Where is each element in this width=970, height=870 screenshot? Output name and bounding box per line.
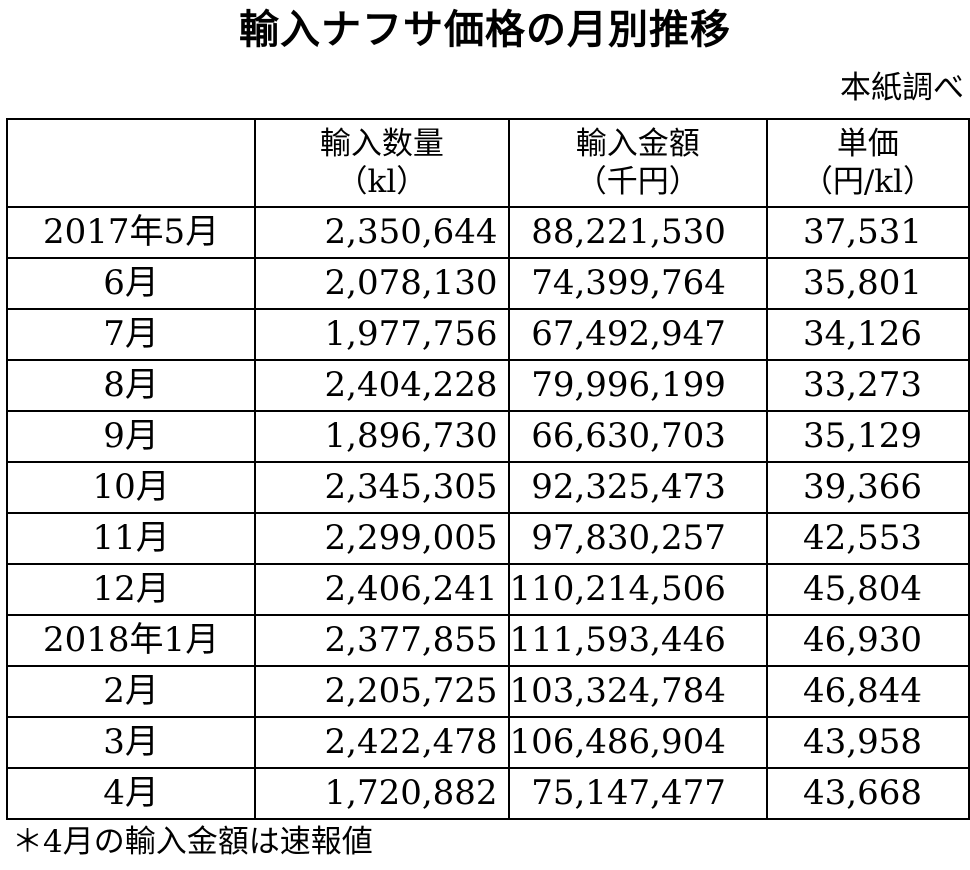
month-cell: 11月 — [5, 512, 257, 565]
amount-cell: 74,399,764 — [507, 257, 768, 310]
table-body: 2017年5月 2,350,644 88,221,530 37,531 6月 2,078,… — [5, 206, 970, 820]
price-cell: 37,531 — [765, 206, 970, 259]
amount-cell: 111,593,446 — [507, 614, 768, 667]
price-cell: 33,273 — [765, 359, 970, 412]
table-row: 2月 2,205,725 103,324,784 46,844 — [5, 665, 970, 718]
month-cell: 4月 — [5, 767, 257, 820]
quantity-cell: 2,205,725 — [254, 665, 510, 718]
quantity-cell: 2,299,005 — [254, 512, 510, 565]
amount-cell: 79,996,199 — [507, 359, 768, 412]
price-cell: 43,668 — [765, 767, 970, 820]
price-cell: 45,804 — [765, 563, 970, 616]
month-cell: 8月 — [5, 359, 257, 412]
month-cell: 2017年5月 — [5, 206, 257, 259]
amount-cell: 103,324,784 — [507, 665, 768, 718]
price-cell: 42,553 — [765, 512, 970, 565]
quantity-cell: 2,422,478 — [254, 716, 510, 769]
quantity-cell: 1,977,756 — [254, 308, 510, 361]
table-row: 11月 2,299,005 97,830,257 42,553 — [5, 512, 970, 565]
quantity-cell: 2,350,644 — [254, 206, 510, 259]
header-quantity: 輸入数量 （kl） — [254, 118, 510, 208]
table-row: 6月 2,078,130 74,399,764 35,801 — [5, 257, 970, 310]
table-row: 4月 1,720,882 75,147,477 43,668 — [5, 767, 970, 820]
amount-cell: 75,147,477 — [507, 767, 768, 820]
amount-cell: 88,221,530 — [507, 206, 768, 259]
month-cell: 10月 — [5, 461, 257, 514]
page-title: 輸入ナフサ価格の月別推移 — [239, 7, 731, 53]
quantity-cell: 2,078,130 — [254, 257, 510, 310]
amount-cell: 92,325,473 — [507, 461, 768, 514]
naphtha-price-table: 輸入数量 （kl） 輸入金額 （千円） 単価 （円/kl） 2017年5月 2,3… — [5, 118, 970, 820]
header-quantity-unit: （kl） — [336, 164, 428, 200]
price-cell: 35,129 — [765, 410, 970, 463]
header-price-unit: （円/kl） — [801, 164, 934, 200]
table-row: 2017年5月 2,350,644 88,221,530 37,531 — [5, 206, 970, 259]
footnote: ＊4月の輸入金額は速報値 — [12, 824, 373, 860]
quantity-cell: 2,406,241 — [254, 563, 510, 616]
table-header: 輸入数量 （kl） 輸入金額 （千円） 単価 （円/kl） — [5, 118, 970, 208]
month-cell: 2月 — [5, 665, 257, 718]
quantity-cell: 2,377,855 — [254, 614, 510, 667]
source-note: 本紙調べ — [840, 70, 964, 106]
month-cell: 12月 — [5, 563, 257, 616]
price-cell: 39,366 — [765, 461, 970, 514]
month-cell: 3月 — [5, 716, 257, 769]
month-cell: 6月 — [5, 257, 257, 310]
price-cell: 35,801 — [765, 257, 970, 310]
header-row: 輸入数量 （kl） 輸入金額 （千円） 単価 （円/kl） — [5, 118, 970, 208]
table-row: 2018年1月 2,377,855 111,593,446 46,930 — [5, 614, 970, 667]
header-price-label: 単価 — [836, 126, 899, 162]
amount-cell: 66,630,703 — [507, 410, 768, 463]
month-cell: 7月 — [5, 308, 257, 361]
header-amount-label: 輸入金額 — [575, 126, 700, 162]
amount-cell: 97,830,257 — [507, 512, 768, 565]
header-corner-cell — [5, 118, 257, 208]
quantity-cell: 2,404,228 — [254, 359, 510, 412]
price-cell: 46,844 — [765, 665, 970, 718]
amount-cell: 110,214,506 — [507, 563, 768, 616]
quantity-cell: 2,345,305 — [254, 461, 510, 514]
header-amount: 輸入金額 （千円） — [507, 118, 768, 208]
price-cell: 34,126 — [765, 308, 970, 361]
amount-cell: 106,486,904 — [507, 716, 768, 769]
table-row: 7月 1,977,756 67,492,947 34,126 — [5, 308, 970, 361]
month-cell: 9月 — [5, 410, 257, 463]
quantity-cell: 1,896,730 — [254, 410, 510, 463]
price-cell: 43,958 — [765, 716, 970, 769]
amount-cell: 67,492,947 — [507, 308, 768, 361]
table-row: 3月 2,422,478 106,486,904 43,958 — [5, 716, 970, 769]
price-cell: 46,930 — [765, 614, 970, 667]
header-quantity-label: 輸入数量 — [319, 126, 444, 162]
table-row: 10月 2,345,305 92,325,473 39,366 — [5, 461, 970, 514]
month-cell: 2018年1月 — [5, 614, 257, 667]
table-row: 9月 1,896,730 66,630,703 35,129 — [5, 410, 970, 463]
quantity-cell: 1,720,882 — [254, 767, 510, 820]
header-price: 単価 （円/kl） — [765, 118, 970, 208]
table-row: 12月 2,406,241 110,214,506 45,804 — [5, 563, 970, 616]
header-amount-unit: （千円） — [575, 164, 700, 200]
table-row: 8月 2,404,228 79,996,199 33,273 — [5, 359, 970, 412]
